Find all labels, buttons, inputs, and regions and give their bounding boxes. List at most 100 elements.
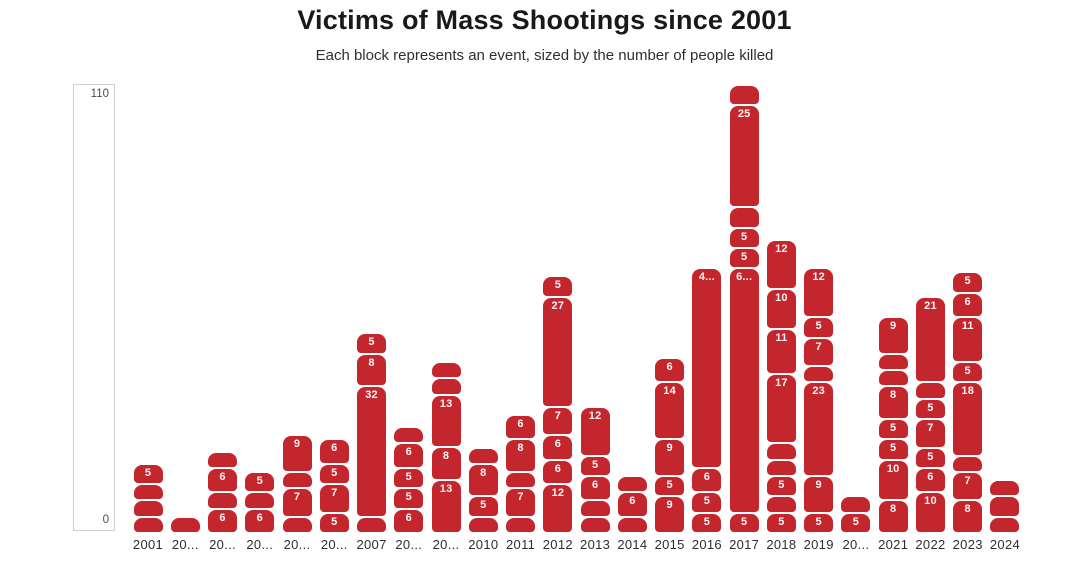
event-block[interactable] <box>431 379 461 394</box>
event-block[interactable] <box>506 472 536 488</box>
event-block[interactable]: 12 <box>543 485 573 532</box>
event-block[interactable] <box>878 354 908 370</box>
event-block[interactable] <box>766 460 796 475</box>
event-block[interactable]: 11 <box>766 330 796 374</box>
event-block[interactable]: 5 <box>841 513 871 532</box>
event-block[interactable]: 6 <box>543 436 573 459</box>
event-block[interactable]: 5 <box>804 513 834 532</box>
event-block[interactable]: 6... <box>729 269 759 512</box>
event-block[interactable]: 6 <box>506 415 536 439</box>
event-block[interactable]: 18 <box>953 383 983 455</box>
event-block[interactable] <box>282 517 312 532</box>
event-block[interactable]: 6 <box>394 509 424 532</box>
event-block[interactable]: 8 <box>953 501 983 532</box>
event-block[interactable]: 5 <box>394 468 424 488</box>
event-block[interactable]: 10 <box>878 460 908 500</box>
event-block[interactable] <box>729 208 759 227</box>
event-block[interactable] <box>841 497 871 512</box>
event-block[interactable]: 12 <box>804 269 834 317</box>
event-block[interactable] <box>729 86 759 105</box>
event-block[interactable] <box>766 497 796 512</box>
event-block[interactable]: 9 <box>878 318 908 353</box>
event-block[interactable]: 5 <box>655 477 685 496</box>
event-block[interactable]: 5 <box>953 273 983 292</box>
event-block[interactable]: 12 <box>766 240 796 288</box>
event-block[interactable]: 5 <box>729 228 759 247</box>
event-block[interactable]: 5 <box>878 440 908 459</box>
event-block[interactable]: 14 <box>655 383 685 439</box>
event-block[interactable]: 5 <box>319 513 349 532</box>
event-block[interactable]: 8 <box>431 448 461 480</box>
event-block[interactable]: 17 <box>766 375 796 443</box>
event-block[interactable]: 5 <box>915 399 945 418</box>
event-block[interactable]: 5 <box>692 493 722 512</box>
event-block[interactable]: 25 <box>729 106 759 207</box>
event-block[interactable] <box>245 493 275 508</box>
event-block[interactable]: 5 <box>729 513 759 532</box>
event-block[interactable]: 5 <box>766 513 796 532</box>
event-block[interactable] <box>580 501 610 516</box>
event-block[interactable] <box>431 362 461 378</box>
event-block[interactable]: 5 <box>878 419 908 439</box>
event-block[interactable] <box>133 517 163 532</box>
event-block[interactable] <box>617 517 647 532</box>
event-block[interactable]: 5 <box>133 464 163 484</box>
event-block[interactable]: 5 <box>468 497 498 516</box>
event-block[interactable]: 32 <box>357 387 387 516</box>
event-block[interactable]: 7 <box>915 420 945 447</box>
event-block[interactable]: 5 <box>319 464 349 484</box>
event-block[interactable]: 4... <box>692 269 722 467</box>
event-block[interactable] <box>915 383 945 398</box>
event-block[interactable]: 5 <box>357 334 387 353</box>
event-block[interactable] <box>953 456 983 471</box>
event-block[interactable]: 8 <box>468 464 498 496</box>
event-block[interactable]: 9 <box>282 436 312 471</box>
event-block[interactable]: 12 <box>580 407 610 455</box>
event-block[interactable] <box>394 428 424 443</box>
event-block[interactable]: 6 <box>655 358 685 382</box>
event-block[interactable]: 27 <box>543 297 573 406</box>
event-block[interactable]: 6 <box>319 440 349 463</box>
event-block[interactable]: 6 <box>915 468 945 492</box>
event-block[interactable]: 13 <box>431 395 461 447</box>
event-block[interactable]: 8 <box>878 387 908 418</box>
event-block[interactable]: 13 <box>431 481 461 532</box>
event-block[interactable]: 5 <box>915 448 945 467</box>
event-block[interactable] <box>506 517 536 532</box>
event-block[interactable]: 6 <box>208 468 238 492</box>
event-block[interactable]: 5 <box>245 472 275 492</box>
event-block[interactable] <box>804 367 834 382</box>
event-block[interactable] <box>468 517 498 532</box>
event-block[interactable]: 5 <box>729 248 759 268</box>
event-block[interactable] <box>133 501 163 516</box>
event-block[interactable]: 5 <box>580 456 610 476</box>
event-block[interactable]: 7 <box>506 489 536 516</box>
event-block[interactable]: 7 <box>804 338 834 366</box>
event-block[interactable]: 9 <box>655 497 685 532</box>
event-block[interactable]: 9 <box>804 477 834 512</box>
event-block[interactable] <box>208 493 238 508</box>
event-block[interactable]: 7 <box>543 407 573 435</box>
event-block[interactable]: 8 <box>878 501 908 532</box>
event-block[interactable] <box>990 497 1020 516</box>
event-block[interactable]: 6 <box>245 509 275 532</box>
event-block[interactable]: 6 <box>208 509 238 532</box>
event-block[interactable]: 10 <box>915 493 945 532</box>
event-block[interactable]: 5 <box>804 318 834 337</box>
event-block[interactable]: 9 <box>655 440 685 475</box>
event-block[interactable]: 5 <box>543 277 573 296</box>
event-block[interactable] <box>990 481 1020 496</box>
event-block[interactable]: 5 <box>766 477 796 496</box>
event-block[interactable] <box>617 477 647 492</box>
event-block[interactable]: 7 <box>319 485 349 512</box>
event-block[interactable]: 11 <box>953 318 983 361</box>
event-block[interactable] <box>170 517 200 532</box>
event-block[interactable] <box>468 448 498 463</box>
event-block[interactable]: 8 <box>506 440 536 471</box>
event-block[interactable]: 21 <box>915 297 945 382</box>
event-block[interactable] <box>282 472 312 488</box>
event-block[interactable]: 6 <box>543 460 573 484</box>
event-block[interactable]: 5 <box>953 362 983 382</box>
event-block[interactable] <box>357 517 387 532</box>
event-block[interactable] <box>990 517 1020 532</box>
